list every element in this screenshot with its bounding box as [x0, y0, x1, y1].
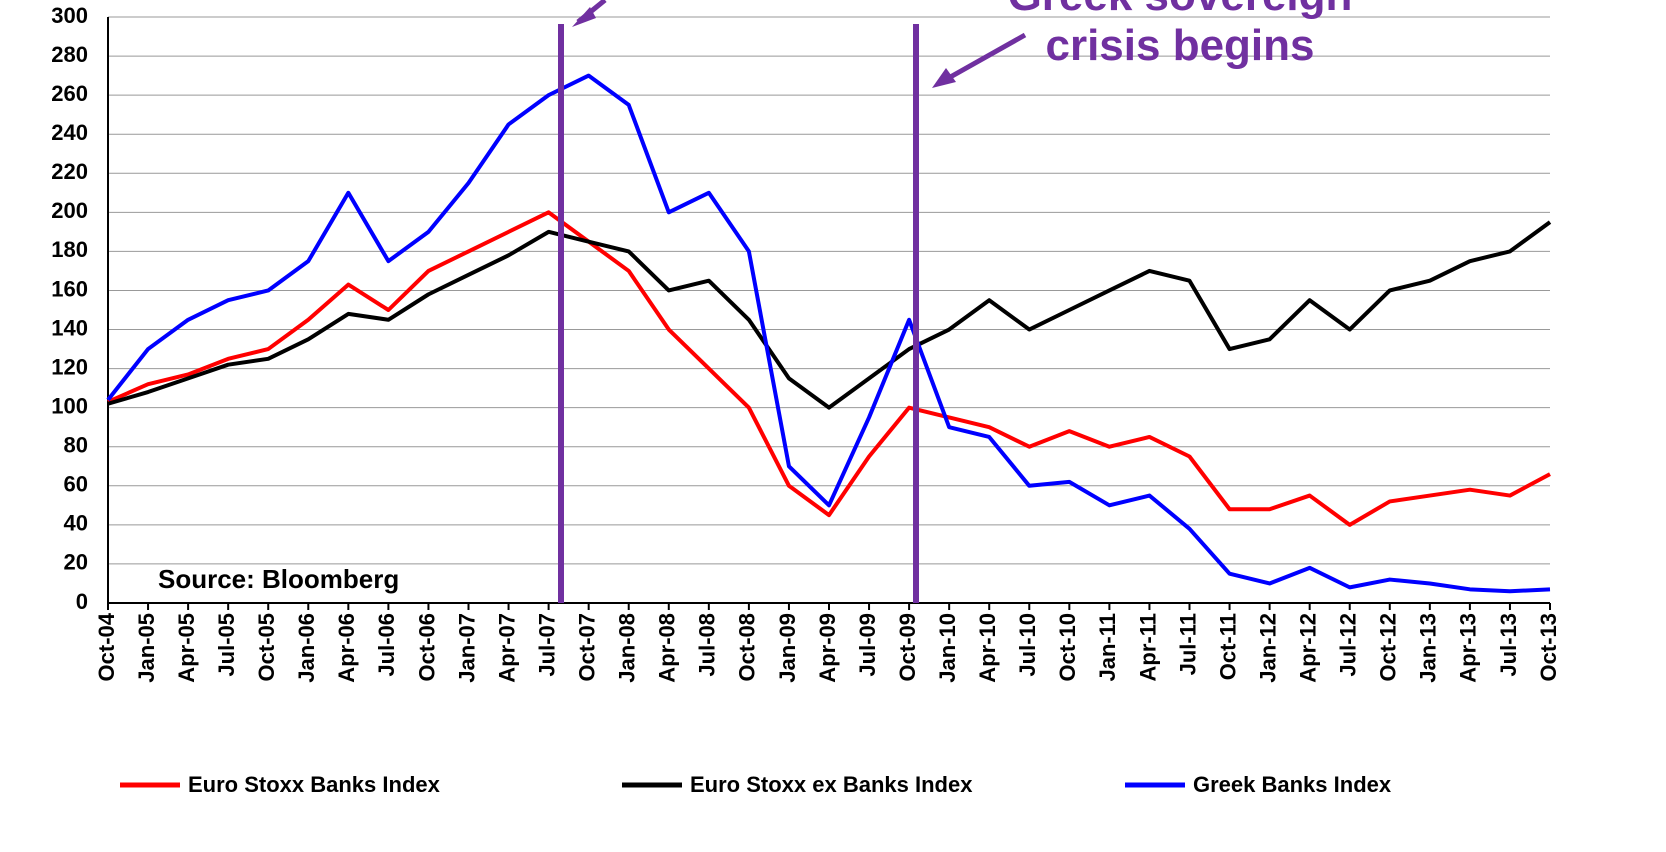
y-tick-label: 20 — [64, 550, 88, 575]
legend-label: Euro Stoxx ex Banks Index — [690, 772, 973, 797]
x-tick-label: Oct-10 — [1055, 613, 1080, 681]
x-tick-label: Jul-07 — [534, 613, 559, 677]
x-tick-label: Jul-11 — [1175, 613, 1200, 675]
x-tick-label: Oct-07 — [574, 613, 599, 681]
x-tick-label: Oct-13 — [1536, 613, 1561, 681]
series-line — [107, 220, 1552, 410]
x-tick-label: Jul-13 — [1496, 613, 1521, 677]
x-tick-label: Apr-05 — [174, 613, 199, 683]
legend-label: Greek Banks Index — [1193, 772, 1392, 797]
series-line — [106, 73, 1551, 594]
y-tick-label: 180 — [51, 237, 88, 262]
arrow-head — [572, 7, 596, 27]
x-tick-label: Jul-06 — [374, 613, 399, 677]
x-tick-label: Jan-07 — [454, 613, 479, 683]
x-tick-label: Apr-10 — [975, 613, 1000, 683]
x-tick-label: Oct-11 — [1215, 613, 1240, 680]
x-tick-label: Oct-04 — [94, 612, 119, 681]
x-tick-label: Oct-05 — [254, 613, 279, 681]
x-tick-label: Jan-11 — [1095, 613, 1120, 682]
x-tick-label: Jan-06 — [294, 613, 319, 683]
y-tick-label: 240 — [51, 120, 88, 145]
x-tick-label: Apr-13 — [1456, 613, 1481, 683]
y-tick-label: 160 — [51, 276, 88, 301]
y-tick-label: 300 — [51, 3, 88, 28]
y-tick-label: 280 — [51, 42, 88, 67]
x-tick-label: Oct-06 — [414, 613, 439, 681]
y-tick-label: 100 — [51, 393, 88, 418]
x-tick-label: Jan-13 — [1416, 613, 1441, 683]
x-tick-label: Jul-09 — [855, 613, 880, 677]
y-tick-label: 260 — [51, 81, 88, 106]
x-tick-label: Apr-06 — [334, 613, 359, 683]
y-tick-label: 0 — [76, 589, 88, 614]
x-tick-label: Oct-12 — [1376, 613, 1401, 681]
x-tick-label: Apr-09 — [815, 613, 840, 683]
y-tick-label: 200 — [51, 198, 88, 223]
legend-label: Euro Stoxx Banks Index — [188, 772, 441, 797]
x-tick-label: Apr-07 — [494, 613, 519, 683]
x-tick-label: Jan-05 — [134, 613, 159, 683]
x-tick-label: Jul-08 — [695, 613, 720, 677]
y-tick-label: 120 — [51, 354, 88, 379]
x-tick-label: Apr-08 — [655, 613, 680, 683]
y-tick-label: 60 — [64, 472, 88, 497]
x-tick-label: Jul-10 — [1015, 613, 1040, 677]
y-tick-label: 40 — [64, 511, 88, 536]
x-tick-label: Jul-05 — [214, 613, 239, 677]
x-tick-label: Apr-11 — [1135, 613, 1160, 681]
x-tick-label: Jan-12 — [1255, 613, 1280, 683]
arrow — [943, 32, 1027, 83]
x-tick-label: Apr-12 — [1295, 613, 1320, 683]
x-tick-label: Oct-08 — [735, 613, 760, 681]
x-tick-label: Jan-10 — [935, 613, 960, 683]
series-line — [107, 210, 1551, 527]
annotation: Greek sovereign — [1008, 0, 1353, 20]
source-note: Source: Bloomberg — [158, 564, 399, 594]
x-tick-label: Jul-12 — [1336, 613, 1361, 677]
annotation: crisis begins — [1045, 21, 1314, 70]
y-tick-label: 80 — [64, 433, 88, 458]
x-tick-label: Oct-09 — [895, 613, 920, 681]
x-tick-label: Jan-08 — [615, 613, 640, 683]
x-tick-label: Jan-09 — [775, 613, 800, 683]
plot: 0 20 40 60 80 100 120 140 160 180 200 220 240 260 280 3… — [51, 3, 1561, 797]
arrow-head — [932, 68, 956, 88]
y-tick-label: 220 — [51, 159, 88, 184]
y-tick-label: 140 — [51, 315, 88, 340]
